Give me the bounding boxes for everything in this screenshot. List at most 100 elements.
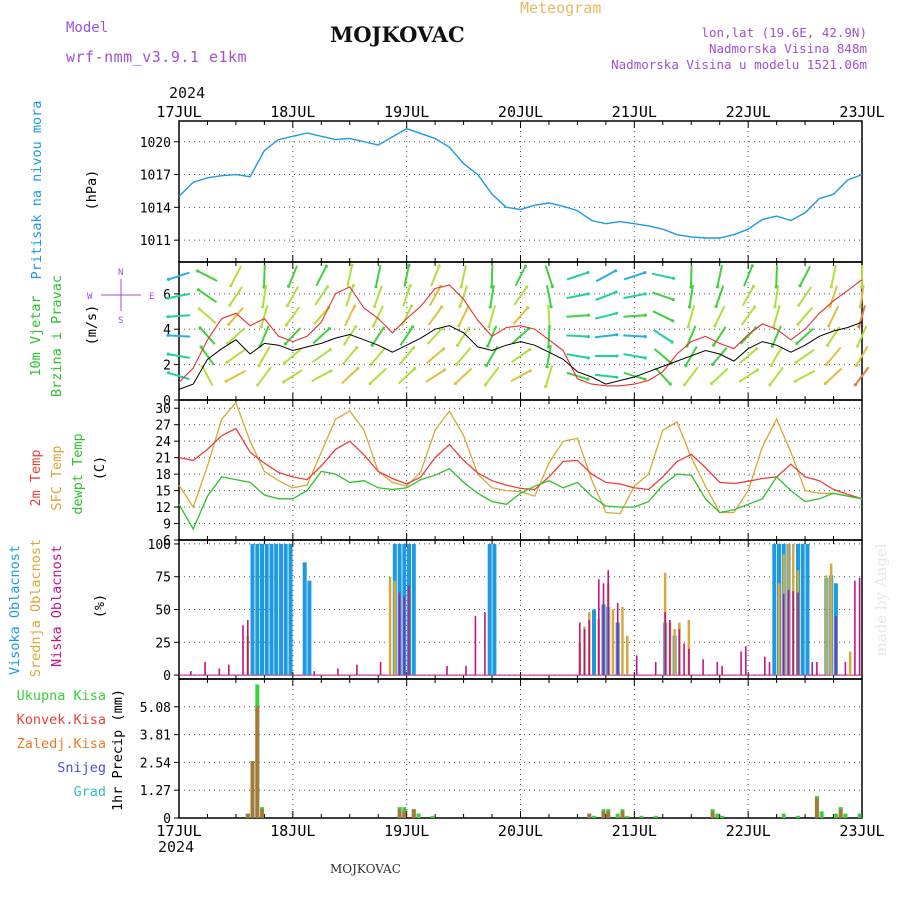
wind-arrow-head <box>643 271 647 275</box>
wind-arrow <box>372 305 384 327</box>
y-tick-label: 25 <box>155 636 171 651</box>
precip-bar <box>402 811 407 818</box>
wind-arrow-head <box>670 340 674 344</box>
wind-arrow <box>489 284 495 308</box>
wind-arrow <box>566 353 589 359</box>
wind-arrow <box>623 353 646 359</box>
mid-cloud-axis-title: Srednja Oblacnost <box>28 539 44 677</box>
wind-arrow <box>287 265 298 287</box>
wind-arrow <box>859 284 865 308</box>
wind-arrow <box>654 367 672 385</box>
cloud-bar <box>411 543 416 675</box>
wind-arrow <box>200 346 215 366</box>
cloud-bar <box>768 662 771 676</box>
y-tick-label: 1020 <box>140 136 171 151</box>
wind-arrow <box>261 284 268 308</box>
wind-arrow <box>313 307 330 325</box>
cloud-bar <box>313 671 315 675</box>
wind-arrow-head <box>823 381 828 386</box>
cloud-bar <box>379 662 382 676</box>
precip-bar <box>781 813 786 818</box>
wind-arrow <box>283 369 303 383</box>
precip-bar <box>250 761 255 818</box>
wind-arrow-head <box>798 284 802 288</box>
wind-arrow-head <box>672 276 676 280</box>
precip-bar <box>720 815 725 818</box>
wind-arrow-head <box>229 284 233 288</box>
y-tick-label: 18 <box>155 468 171 483</box>
sfc-temp-line <box>178 401 863 515</box>
wind-arrow <box>712 326 727 346</box>
wind-arrow <box>344 305 356 327</box>
wind-arrow-head <box>261 305 265 309</box>
cloud-unit: (%) <box>92 594 108 618</box>
wind-arrow <box>514 265 527 287</box>
cloud-bar <box>854 580 856 676</box>
y-tick-label: 50 <box>155 604 171 619</box>
year-top: 2024 <box>169 84 206 102</box>
wind-arrow-head <box>198 326 202 330</box>
precip-bar <box>819 811 824 818</box>
wind-arrow <box>168 292 190 300</box>
wind-arrow <box>397 367 416 385</box>
wind-arrow <box>652 310 674 322</box>
wind-arrow <box>369 367 387 385</box>
cloud-bar <box>247 620 249 676</box>
elevation-text: Nadmorska Visina 848m <box>708 41 867 56</box>
wind-arrow-head <box>374 285 378 289</box>
wind-arrow <box>373 285 383 307</box>
wind-arrow-head <box>794 360 798 364</box>
wind-arrow <box>711 346 728 366</box>
cloud-bar <box>811 662 813 676</box>
high-cloud-axis-title: Visoka Oblacnost <box>7 545 23 675</box>
wind-arrow <box>652 291 674 301</box>
wind-arrow-head <box>668 382 672 386</box>
cloud-bar <box>797 592 799 676</box>
wind-arrow <box>771 325 782 347</box>
wind-arrow-head <box>196 269 200 273</box>
cloud-bar <box>654 662 657 676</box>
wind-arrow-head <box>586 377 590 381</box>
cloud-bar <box>616 602 619 675</box>
cloud-bar <box>687 620 691 676</box>
wind-arrow <box>342 326 357 346</box>
panel-precipitation: 0 1.27 2.54 3.81 5.08 <box>140 678 863 827</box>
cloud-bar <box>835 616 837 676</box>
wind-arrow <box>799 265 811 287</box>
wind-arrow <box>455 346 472 366</box>
wind-arrow-head <box>544 384 548 389</box>
y-tick-label: 12 <box>155 501 171 516</box>
wind-arrow-head <box>356 366 360 371</box>
cloud-bar <box>190 671 192 675</box>
y-tick-label: 1017 <box>140 169 171 184</box>
wind-arrow <box>456 326 471 346</box>
dewpoint-line <box>178 467 863 531</box>
y-tick-label: 6 <box>163 534 171 549</box>
wind-arrow <box>399 326 414 346</box>
wind-unit: (m/s) <box>84 305 100 346</box>
y-tick-label: 1014 <box>140 201 171 216</box>
precip-bar <box>653 815 658 818</box>
watermark: made by Angel <box>872 543 890 656</box>
cloud-bar <box>356 664 358 676</box>
wind-arrow <box>488 305 497 327</box>
wind-arrow <box>795 348 815 364</box>
wind-arrow-head <box>409 304 414 308</box>
wind-arrow-head <box>166 315 170 319</box>
y-tick-label: 4 <box>163 323 171 338</box>
cloud-bar <box>592 609 596 676</box>
cloud-bar <box>858 578 861 675</box>
wind-arrow-head <box>354 325 358 329</box>
wind-arrow <box>794 369 816 383</box>
wind-arrow <box>775 264 778 288</box>
wind-arrow-head <box>413 366 417 371</box>
cloud-bar <box>688 648 690 675</box>
precip-bar <box>625 815 630 818</box>
wind-arrow-head <box>797 303 801 307</box>
wind-arrow <box>311 369 332 383</box>
wind-arrow-head <box>325 285 329 289</box>
wind-arrow <box>490 264 494 288</box>
pressure-unit: (hPa) <box>84 170 100 211</box>
wind-arrow <box>566 371 589 381</box>
wind-arrow-head <box>225 360 229 364</box>
